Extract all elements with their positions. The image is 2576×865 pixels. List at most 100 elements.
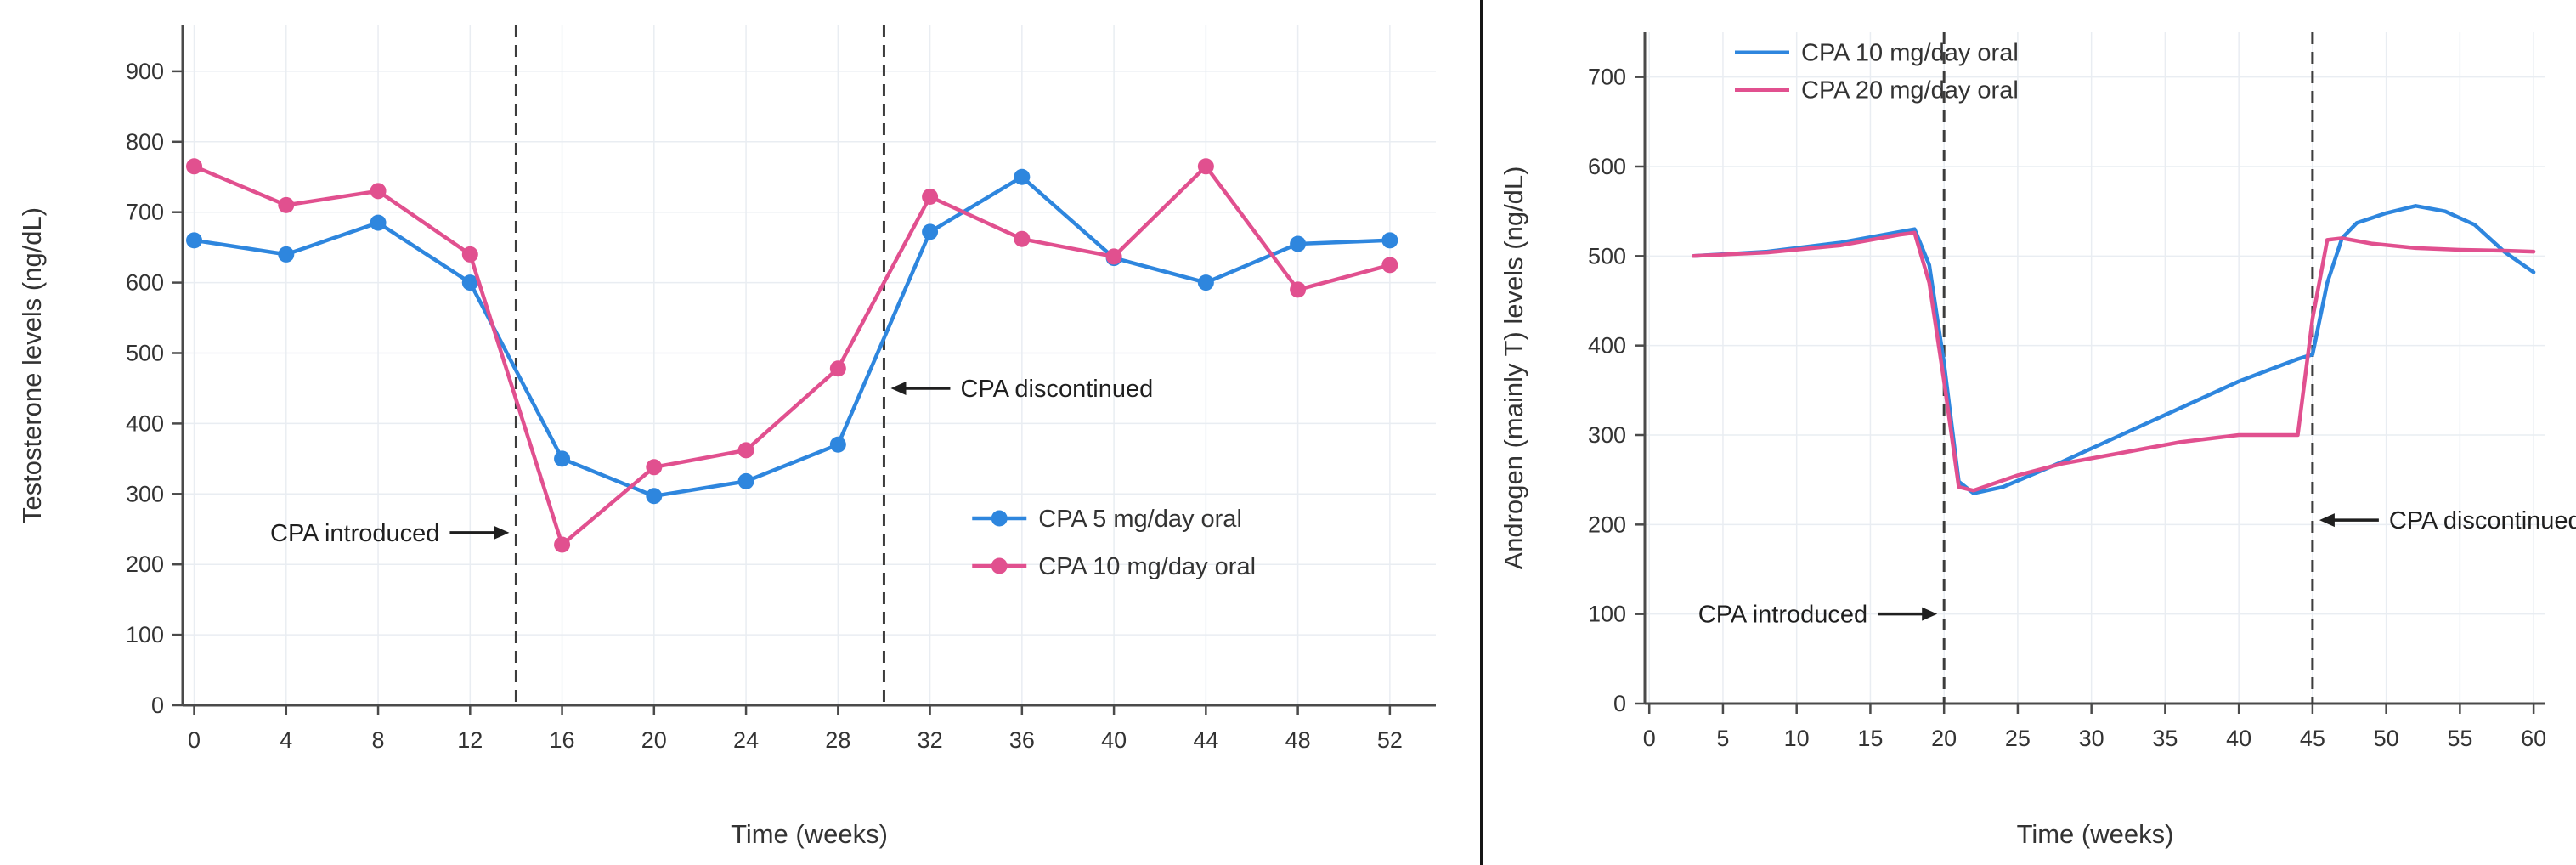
series-line <box>1692 204 2536 495</box>
data-point <box>1197 158 1214 175</box>
androgen-chart-panel: 0 5 10 15 20 25 30 35 40 45 50 55 60 0 100 200 300 400 500… <box>1483 0 2576 865</box>
data-point <box>1105 248 1122 265</box>
x-tick-label: 12 <box>457 727 483 753</box>
x-tick-label: 28 <box>825 727 850 753</box>
y-tick-label: 500 <box>1588 243 1626 269</box>
x-tick-label: 52 <box>1377 727 1403 753</box>
data-point <box>1381 257 1398 274</box>
legend-label: CPA 5 mg/day oral <box>1038 506 1242 533</box>
y-tick-label: 500 <box>126 340 164 365</box>
androgen-chart: 0 5 10 15 20 25 30 35 40 45 50 55 600100200300400500… <box>1499 32 2576 849</box>
x-tick-label: 32 <box>918 727 943 753</box>
legend-label: CPA 20 mg/day oral <box>1801 77 2019 105</box>
data-point <box>461 246 478 263</box>
arrow-left-icon <box>2319 513 2335 528</box>
y-tick-label: 300 <box>1588 422 1626 448</box>
y-tick-label: 400 <box>126 410 164 436</box>
x-tick-label: 24 <box>733 727 759 753</box>
series-line <box>192 174 1393 499</box>
data-point <box>186 158 203 175</box>
annotation-label: CPA discontinued <box>2389 507 2576 534</box>
data-point <box>370 214 387 231</box>
x-tick-label: 0 <box>1643 726 1656 751</box>
x-tick-label: 5 <box>1716 726 1729 751</box>
annotation-label: CPA discontinued <box>960 376 1153 403</box>
data-point <box>737 472 754 489</box>
data-point <box>1290 281 1307 298</box>
x-tick-label: 20 <box>1931 726 1957 751</box>
x-tick-label: 36 <box>1009 727 1035 753</box>
data-point <box>554 450 571 467</box>
x-tick-label: 20 <box>641 727 667 753</box>
y-tick-label: 700 <box>1588 65 1626 90</box>
x-tick-label: 4 <box>280 727 292 753</box>
x-tick-label: 8 <box>372 727 385 753</box>
data-point <box>1014 230 1031 247</box>
x-tick-label: 25 <box>2005 726 2031 751</box>
x-tick-label: 50 <box>2374 726 2399 751</box>
arrow-right-icon <box>1922 607 1938 621</box>
y-tick-label: 0 <box>151 693 164 718</box>
arrow-left-icon <box>890 381 907 395</box>
arrow-right-icon <box>494 525 510 540</box>
testosterone-chart: 0 4 8 12 16 20 24 28 32 36 40 44 48 52010020030040050… <box>17 25 1436 849</box>
y-tick-label: 800 <box>126 129 164 155</box>
legend-label: CPA 10 mg/day oral <box>1801 40 2019 67</box>
data-point <box>1290 235 1307 252</box>
data-point <box>186 232 203 249</box>
data-point <box>829 360 846 377</box>
legend-marker <box>991 510 1008 527</box>
y-tick-label: 200 <box>1588 512 1626 537</box>
y-tick-label: 600 <box>126 270 164 296</box>
data-point <box>646 459 663 476</box>
data-point <box>461 274 478 291</box>
series-line <box>1692 230 2536 493</box>
y-axis-label: Androgen (mainly T) levels (ng/dL) <box>1499 167 1528 570</box>
y-tick-label: 0 <box>1613 691 1626 716</box>
data-point <box>278 246 295 263</box>
data-point <box>922 223 939 240</box>
x-tick-label: 55 <box>2447 726 2472 751</box>
x-tick-label: 10 <box>1784 726 1810 751</box>
testosterone-chart-panel: 0 4 8 12 16 20 24 28 32 36 40 44 48 52 0 100 200 300 400 50… <box>17 25 1436 849</box>
legend-marker <box>991 557 1008 574</box>
data-point <box>1381 232 1398 249</box>
y-tick-label: 100 <box>126 622 164 647</box>
x-tick-label: 40 <box>1101 727 1127 753</box>
x-tick-label: 60 <box>2521 726 2546 751</box>
annotation-label: CPA introduced <box>1698 602 1867 629</box>
x-axis-label: Time (weeks) <box>731 819 888 849</box>
x-tick-label: 40 <box>2226 726 2251 751</box>
y-tick-label: 400 <box>1588 333 1626 359</box>
y-tick-label: 600 <box>1588 154 1626 179</box>
series-line <box>192 164 1393 547</box>
data-point <box>737 442 754 459</box>
data-point <box>554 536 571 553</box>
x-tick-label: 45 <box>2300 726 2325 751</box>
x-tick-label: 30 <box>2079 726 2104 751</box>
y-tick-label: 900 <box>126 59 164 84</box>
x-tick-label: 35 <box>2152 726 2178 751</box>
annotation-label: CPA introduced <box>270 520 439 547</box>
data-point <box>1014 168 1031 185</box>
y-tick-label: 300 <box>126 481 164 506</box>
data-point <box>646 488 663 505</box>
data-point <box>278 196 295 213</box>
x-tick-label: 15 <box>1857 726 1883 751</box>
y-tick-label: 700 <box>126 200 164 225</box>
data-point <box>922 188 939 205</box>
legend-label: CPA 10 mg/day oral <box>1038 553 1256 580</box>
data-point <box>1197 274 1214 291</box>
x-tick-label: 16 <box>550 727 575 753</box>
x-tick-label: 0 <box>188 727 201 753</box>
x-tick-label: 48 <box>1285 727 1311 753</box>
panel-divider <box>1480 0 1483 865</box>
x-tick-label: 44 <box>1193 727 1218 753</box>
y-axis-label: Testosterone levels (ng/dL) <box>17 207 47 523</box>
y-tick-label: 200 <box>126 551 164 577</box>
x-axis-label: Time (weeks) <box>2017 819 2174 849</box>
data-point <box>829 436 846 453</box>
data-point <box>370 183 387 200</box>
y-tick-label: 100 <box>1588 602 1626 627</box>
